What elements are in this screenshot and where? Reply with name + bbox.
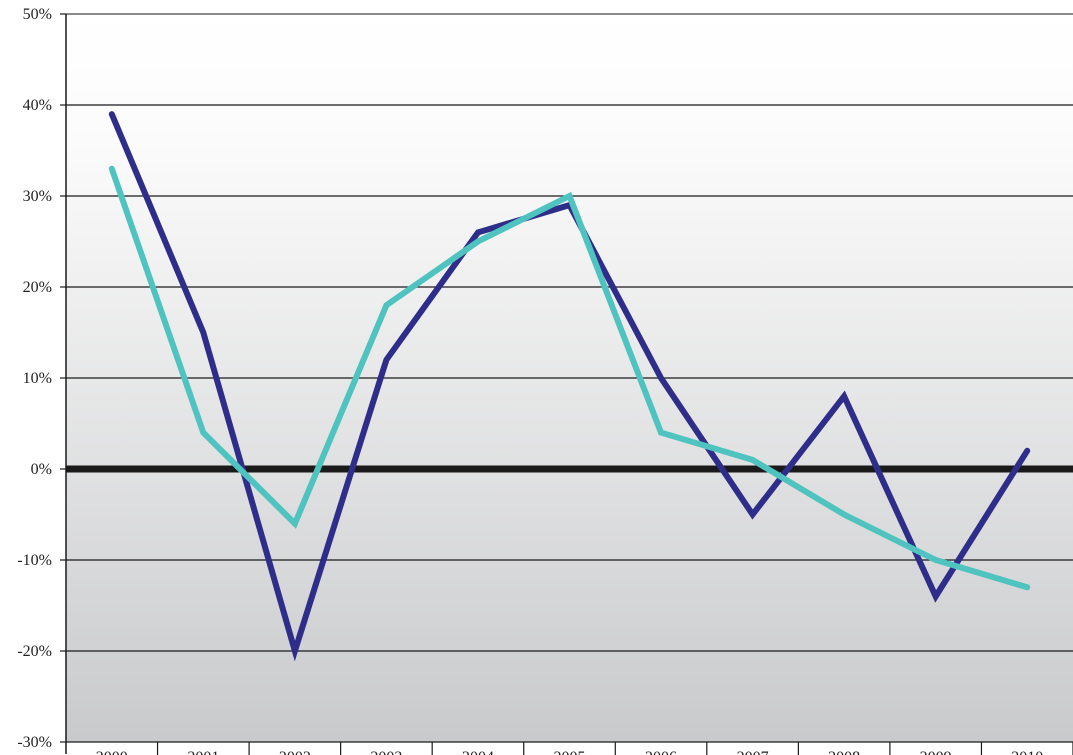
x-tick-label: 2009 [920,749,952,755]
y-tick-label: 10% [23,370,52,387]
x-tick-label: 2003 [370,749,402,755]
y-tick-label: -10% [17,552,52,569]
x-tick-label: 2000 [96,749,128,755]
x-tick-label: 2002 [279,749,311,755]
y-tick-label: 50% [23,6,52,23]
x-tick-label: 2007 [737,749,769,755]
y-tick-label: -20% [17,643,52,660]
x-tick-label: 2010 [1011,749,1043,755]
x-axis: 2000 2001 2002 2003 2004 2005 2006 2007 2008 2009… [96,742,1073,755]
x-tick-label: 2008 [828,749,860,755]
x-tick-label: 2006 [645,749,677,755]
y-tick-label: -30% [17,734,52,751]
y-tick-label: 20% [23,279,52,296]
y-axis: 50% 40% 30% 20% 10% 0% -10% -20% -30% [17,6,67,754]
y-tick-label: 40% [23,97,52,114]
series-lines [108,111,1031,662]
y-tick-label: 0% [31,461,52,478]
x-tick-label: 2004 [462,749,494,755]
x-tick-label: 2005 [554,749,586,755]
x-tick-label: 2001 [187,749,219,755]
y-tick-label: 30% [23,188,52,205]
